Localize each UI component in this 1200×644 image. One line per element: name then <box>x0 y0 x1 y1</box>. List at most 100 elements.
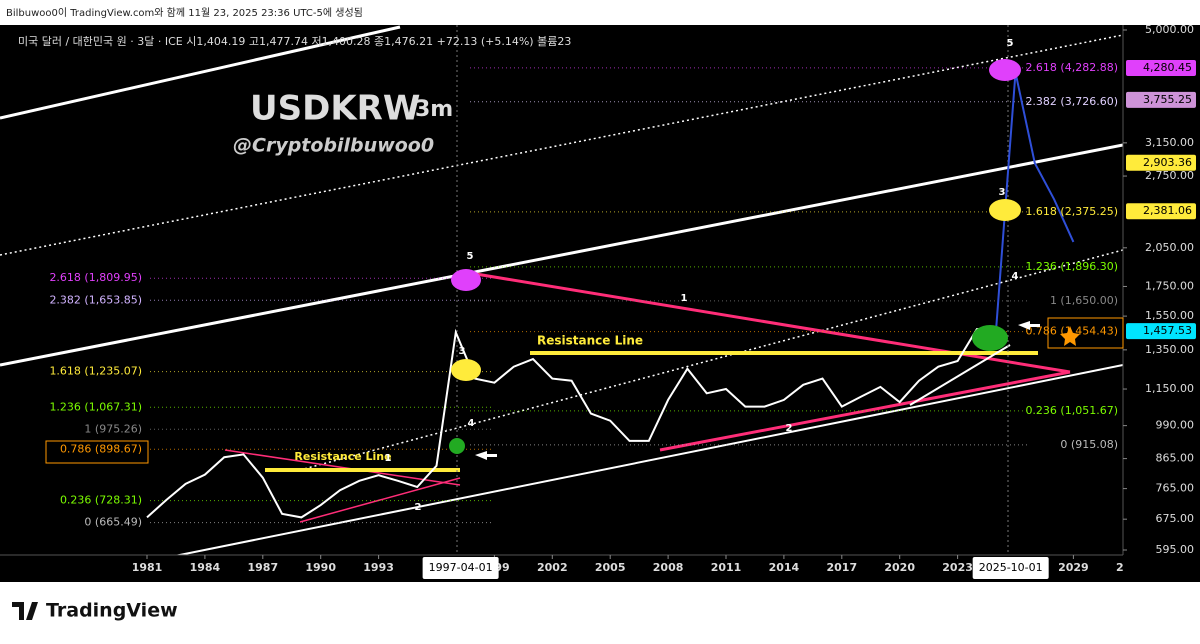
channel-dotted <box>299 249 1123 471</box>
price-line <box>146 327 997 519</box>
highlights <box>45 59 1124 464</box>
highlight <box>972 325 1008 351</box>
fib-label: 1 (975.26) <box>84 422 142 435</box>
annotation: 3 <box>999 187 1006 198</box>
x-tick-label: 1984 <box>190 561 221 574</box>
cursor-date-box <box>422 557 499 579</box>
price-line <box>995 72 1075 329</box>
price-tag <box>1126 323 1196 340</box>
annotation: 2 <box>415 502 422 513</box>
x-tick-label: 1993 <box>363 561 394 574</box>
y-tick-label: 2,750.00 <box>1145 169 1194 182</box>
price-tag-label: 2,903.36 <box>1143 156 1192 169</box>
symbol-line: 미국 달러 / 대한민국 원 · 3달 · ICE 시1,404.19 고1,4… <box>18 35 571 48</box>
chart-area <box>0 25 1200 582</box>
cursor-date: 1997-04-01 <box>429 561 493 574</box>
fib-label: 1.618 (1,235.07) <box>49 365 142 378</box>
axis-corner <box>1123 555 1200 582</box>
highlight <box>451 269 481 291</box>
y-tick-label: 1,550.00 <box>1145 309 1194 322</box>
fib-label: 0.236 (728.31) <box>60 494 142 507</box>
price-tag-label: 2,381.06 <box>1143 204 1192 217</box>
price-tag <box>1126 59 1196 76</box>
highlight <box>989 59 1021 81</box>
fib-box <box>45 440 149 464</box>
cursor-date-box <box>972 557 1049 579</box>
attribution: Bilbuwoo0이 TradingView.com와 함께 11월 23, 2… <box>6 7 363 19</box>
star <box>1060 326 1080 346</box>
y-tick-label: 990.00 <box>1156 419 1195 432</box>
y-tick-label: 765.00 <box>1156 482 1195 495</box>
x-tick-label: 2023 <box>942 561 973 574</box>
x-tick-label: 2020 <box>884 561 915 574</box>
highlight <box>449 438 465 454</box>
price-tag-label: 3,755.25 <box>1143 93 1192 106</box>
y-tick-label: 5,000.00 <box>1145 23 1194 36</box>
fib-box <box>1047 317 1124 349</box>
x-tick-label: 2005 <box>595 561 626 574</box>
x-tick-label: 2002 <box>537 561 568 574</box>
annotation: Resistance Line <box>537 334 643 348</box>
highlight <box>451 359 481 381</box>
x-tick-label: 1990 <box>305 561 336 574</box>
annotation: 4 <box>1012 271 1019 282</box>
x-tick-label: 1981 <box>132 561 163 574</box>
brand: TradingView <box>46 600 178 622</box>
y-tick-label: 1,350.00 <box>1145 343 1194 356</box>
logo <box>12 602 38 620</box>
fib-label: 0 (915.08) <box>1060 438 1118 451</box>
x-tick-label: 2008 <box>653 561 684 574</box>
channel-line <box>174 364 1123 555</box>
footer <box>0 582 1200 640</box>
drawings <box>0 25 1123 555</box>
y-tick-label: 865.00 <box>1156 452 1195 465</box>
highlight <box>989 199 1021 221</box>
fib-label: 1.618 (2,375.25) <box>1025 205 1118 218</box>
fib-label: 1.236 (1,896.30) <box>1025 260 1118 273</box>
y-tick-label: 2,050.00 <box>1145 241 1194 254</box>
watermark-symbol: USDKRW <box>250 89 420 129</box>
triangle-line <box>659 370 1071 452</box>
x-tick-label: 2029 <box>1058 561 1089 574</box>
price-tag-label: 4,280.45 <box>1143 61 1192 74</box>
channel-dotted <box>0 34 1123 256</box>
dynamic: 2.618 (1,809.95) 2.382 (1,653.85) 1.618 (1… <box>0 23 1200 582</box>
channel-line <box>0 143 1123 367</box>
fib-label: 2.618 (1,809.95) <box>49 271 142 284</box>
annotation: Resistance Line <box>294 450 391 463</box>
x-tick-label: 1987 <box>247 561 278 574</box>
triangle-line <box>469 271 1071 374</box>
triangle-line <box>299 477 461 523</box>
fib-label: 0 (665.49) <box>84 516 142 529</box>
watermark-author: @Cryptobilbuwoo0 <box>233 135 434 157</box>
fib-label: 2.382 (3,726.60) <box>1025 95 1118 108</box>
triangle-line <box>224 449 461 486</box>
price-tag <box>1126 91 1196 108</box>
top-bar <box>0 0 1200 25</box>
price-axis <box>1123 25 1200 582</box>
fib-label: 2.618 (4,282.88) <box>1025 61 1118 74</box>
annotation: 4 <box>468 418 475 429</box>
x-tick-label: 2014 <box>769 561 800 574</box>
price-tag <box>1126 154 1196 171</box>
watermark-interval: 3m <box>415 97 453 122</box>
annotation: 5 <box>1007 38 1014 49</box>
y-tick-label: 3,150.00 <box>1145 136 1194 149</box>
price-tag <box>1126 203 1196 220</box>
y-tick-label: 1,750.00 <box>1145 279 1194 292</box>
annotation: 1 <box>385 453 392 464</box>
fib-label: 0.236 (1,051.67) <box>1025 404 1118 417</box>
fib-label: 1 (1,650.00) <box>1050 294 1118 307</box>
price-tag-label: 1,457.53 <box>1143 324 1192 337</box>
channel-line <box>0 25 401 120</box>
cursor-date: 2025-10-01 <box>979 561 1043 574</box>
arrow <box>475 451 497 460</box>
annotation: 2 <box>786 423 793 434</box>
annotation: 5 <box>467 251 474 262</box>
plot-layer <box>146 67 1075 524</box>
x-tick-label: 2011 <box>711 561 742 574</box>
y-tick-label: 675.00 <box>1156 512 1195 525</box>
annotation: 3 <box>459 346 466 357</box>
fib-label: 0.786 (898.67) <box>60 442 142 455</box>
